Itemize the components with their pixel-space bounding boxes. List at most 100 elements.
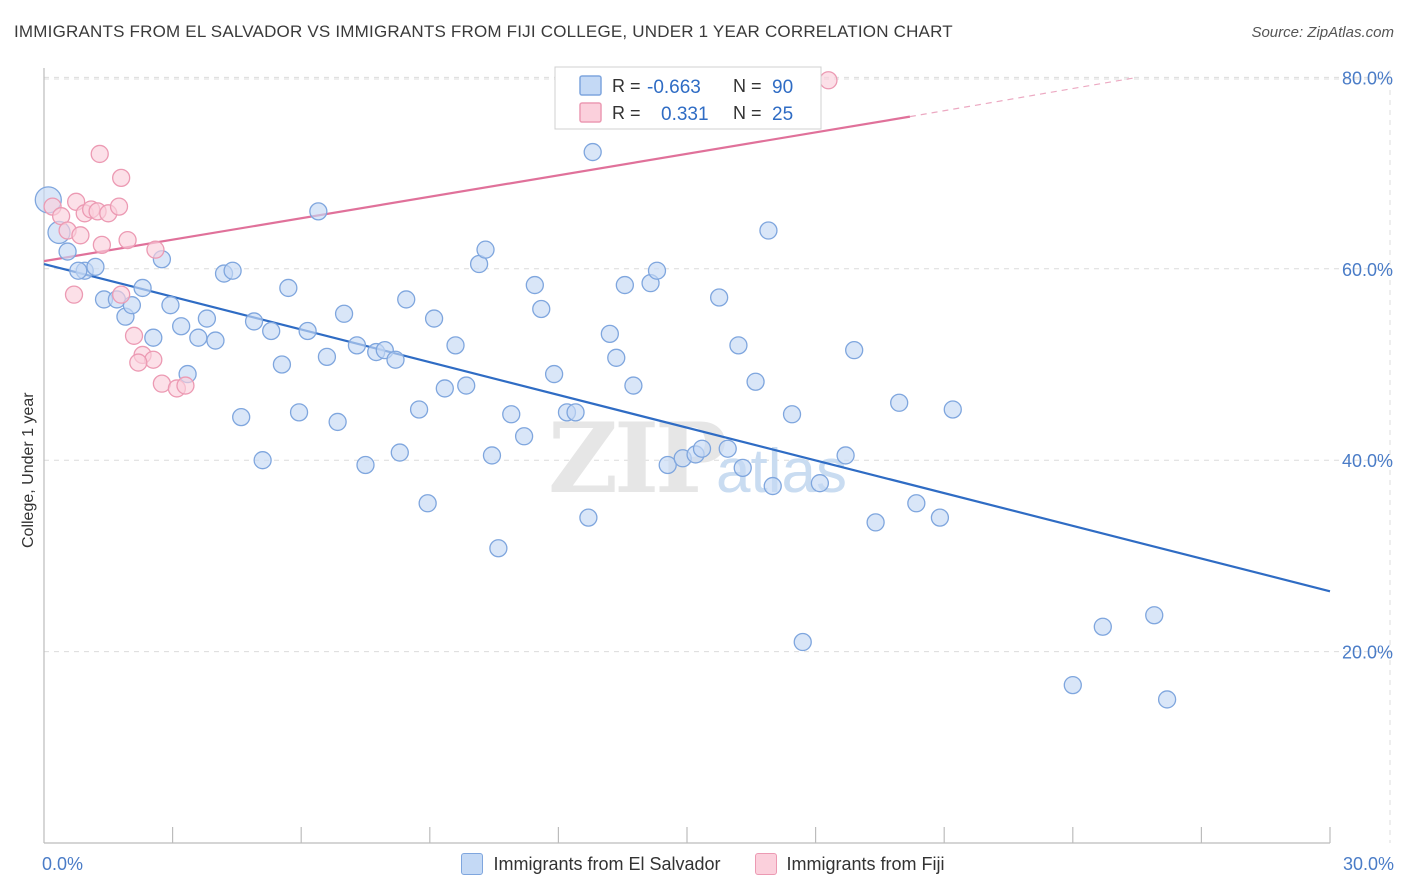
- chart-title: IMMIGRANTS FROM EL SALVADOR VS IMMIGRANT…: [14, 22, 953, 41]
- point-el-salvador-64: [647, 261, 667, 280]
- point-el-salvador-80: [845, 340, 864, 360]
- point-fiji-4: [71, 226, 90, 245]
- point-el-salvador-60: [607, 348, 626, 367]
- point-el-salvador-39: [397, 290, 416, 309]
- trend-line-fiji-extension: [909, 76, 1138, 118]
- point-el-salvador-42: [424, 309, 444, 328]
- point-el-salvador-30: [317, 347, 337, 366]
- point-el-salvador-20: [223, 261, 242, 280]
- point-el-salvador-51: [514, 427, 534, 446]
- point-el-salvador-78: [810, 474, 830, 493]
- point-el-salvador-68: [692, 439, 712, 458]
- point-el-salvador-53: [532, 299, 551, 319]
- point-el-salvador-54: [544, 364, 564, 384]
- point-el-salvador-73: [746, 372, 765, 391]
- point-el-salvador-86: [1063, 675, 1082, 695]
- legend-label-fiji: Immigrants from Fiji: [786, 853, 945, 874]
- point-fiji-14: [144, 350, 163, 369]
- point-el-salvador-22: [244, 312, 264, 331]
- point-el-salvador-32: [334, 304, 354, 323]
- point-el-salvador-26: [279, 278, 298, 298]
- point-el-salvador-13: [161, 296, 180, 315]
- legend-swatch-pink: [579, 102, 602, 123]
- point-el-salvador-50: [502, 405, 521, 424]
- point-el-salvador-89: [1157, 690, 1177, 709]
- legend-item-fiji: Immigrants from Fiji: [754, 853, 945, 875]
- legend-item-el-salvador: Immigrants from El Salvador: [461, 853, 721, 875]
- point-el-salvador-29: [309, 202, 328, 221]
- legend-r-label-1: R =: [612, 76, 641, 96]
- point-el-salvador-47: [476, 240, 495, 259]
- point-el-salvador-82: [890, 393, 909, 412]
- point-el-salvador-44: [446, 336, 465, 355]
- data-points: [34, 71, 1177, 709]
- point-el-salvador-43: [435, 379, 454, 398]
- point-el-salvador-18: [206, 331, 225, 350]
- point-fiji-21: [112, 168, 131, 188]
- legend-swatch-el-salvador: [461, 853, 484, 875]
- point-el-salvador-2: [58, 242, 77, 261]
- tick-labels: 20.0% 40.0% 60.0% 80.0% 0.0% 30.0%: [42, 68, 1394, 874]
- point-fiji-19: [146, 240, 165, 259]
- point-el-salvador-75: [763, 476, 782, 496]
- point-el-salvador-87: [1093, 617, 1112, 636]
- point-el-salvador-37: [386, 350, 405, 369]
- legend-n-value-1: 90: [772, 77, 793, 98]
- point-el-salvador-61: [615, 275, 634, 295]
- point-el-salvador-41: [418, 494, 437, 513]
- x-tick-label-0: 0.0%: [42, 854, 83, 874]
- point-el-salvador-81: [866, 513, 885, 532]
- legend-n-label-2: N =: [733, 103, 762, 123]
- point-el-salvador-62: [624, 376, 643, 395]
- series-legend: Immigrants from El Salvador Immigrants f…: [0, 850, 1406, 878]
- trend-line-el-salvador: [43, 262, 1331, 593]
- x-tick-label-1: 30.0%: [1343, 854, 1394, 874]
- legend-swatch-fiji: [754, 853, 777, 875]
- legend-r-value-1: -0.663: [647, 77, 701, 98]
- point-el-salvador-71: [729, 336, 748, 355]
- point-fiji-11: [118, 230, 137, 250]
- y-tick-label-0: 20.0%: [1342, 643, 1393, 663]
- legend-n-label-1: N =: [733, 76, 762, 96]
- point-el-salvador-31: [328, 412, 347, 432]
- legend-n-value-2: 25: [772, 104, 793, 125]
- point-fiji-10: [109, 197, 129, 216]
- point-fiji-24: [819, 71, 838, 90]
- point-fiji-12: [124, 326, 144, 345]
- point-el-salvador-57: [583, 142, 602, 162]
- y-tick-label-2: 60.0%: [1342, 260, 1393, 280]
- point-el-salvador-76: [782, 405, 802, 424]
- point-el-salvador-11: [144, 328, 163, 347]
- point-el-salvador-84: [930, 508, 950, 527]
- legend-label-el-salvador: Immigrants from El Salvador: [493, 853, 721, 874]
- point-el-salvador-56: [566, 403, 585, 422]
- trend-line-fiji: [43, 115, 911, 263]
- point-el-salvador-58: [579, 508, 598, 527]
- correlation-legend: R = -0.663 N = 90 R = 0.331 N = 25: [554, 66, 822, 130]
- source-credit: Source: ZipAtlas.com: [1251, 24, 1394, 41]
- legend-swatch-blue: [579, 75, 602, 96]
- point-fiji-18: [112, 285, 131, 304]
- point-el-salvador-85: [943, 400, 962, 419]
- point-el-salvador-38: [390, 443, 409, 462]
- legend-r-label-2: R =: [612, 103, 641, 123]
- point-el-salvador-70: [718, 439, 737, 458]
- point-el-salvador-49: [489, 539, 508, 558]
- point-el-salvador-4: [69, 261, 88, 280]
- point-el-salvador-21: [232, 407, 251, 427]
- point-el-salvador-17: [197, 309, 217, 328]
- point-el-salvador-65: [658, 455, 677, 475]
- point-el-salvador-14: [172, 317, 191, 336]
- point-el-salvador-33: [347, 336, 367, 355]
- point-el-salvador-5: [86, 257, 105, 277]
- point-fiji-17: [176, 376, 195, 395]
- point-fiji-8: [92, 235, 112, 255]
- point-el-salvador-77: [793, 632, 812, 652]
- point-el-salvador-72: [733, 458, 752, 478]
- y-tick-label-1: 40.0%: [1342, 451, 1393, 471]
- point-fiji-20: [90, 144, 109, 164]
- legend-r-value-2: 0.331: [661, 104, 709, 125]
- point-fiji-23: [64, 285, 84, 304]
- point-el-salvador-24: [262, 321, 281, 341]
